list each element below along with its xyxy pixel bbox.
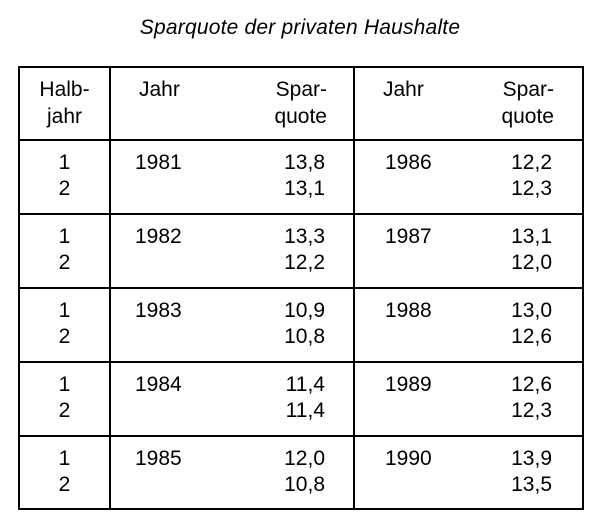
halbjahr-2: 2 [58,325,71,348]
sparquote-b-2: 13,5 [511,473,552,496]
sparquote-a-cell: 13,8 13,1 [220,140,354,214]
header-sparquote-a: Spar- quote [220,68,354,140]
header-row: Halb- jahr Jahr Spar- quote Jahr Spar- q… [20,68,584,140]
sparquote-b-cell: 12,6 12,3 [464,362,584,436]
header-halbjahr: Halb- jahr [20,68,110,140]
header-halbjahr-line1: Halb- [39,78,90,101]
halbjahr-2: 2 [58,251,71,274]
sparquote-a-cell: 10,9 10,8 [220,288,354,362]
halbjahr-1: 1 [58,151,71,174]
sparquote-table: Halb- jahr Jahr Spar- quote Jahr Spar- q… [18,66,584,510]
sparquote-a-cell: 13,3 12,2 [220,214,354,288]
year-b-cell: 1987 [353,214,464,288]
sparquote-b-cell: 13,0 12,6 [464,288,584,362]
header-sparquote-b-line1: Spar- [502,78,554,101]
table-title: Sparquote der privaten Haushalte [139,16,461,39]
sparquote-a-1: 10,9 [284,299,325,322]
year-b-cell: 1990 [353,436,464,510]
sparquote-a-cell: 12,0 10,8 [220,436,354,510]
header-halbjahr-line2: jahr [46,105,83,128]
year-a-cell: 1981 [109,140,220,214]
header-sparquote-a-line2: quote [274,105,327,128]
sparquote-b-2: 12,3 [511,177,552,200]
sparquote-b-cell: 12,2 12,3 [464,140,584,214]
sparquote-b-1: 12,2 [511,151,552,174]
sparquote-a-2: 13,1 [284,177,325,200]
year-a-cell: 1983 [109,288,220,362]
year-a-cell: 1985 [109,436,220,510]
sparquote-b-1: 12,6 [511,373,552,396]
sparquote-a-1: 13,3 [284,225,325,248]
halbjahr-1: 1 [58,373,71,396]
header-jahr-a: Jahr [109,68,220,140]
halbjahr-1: 1 [58,447,71,470]
sparquote-b-cell: 13,1 12,0 [464,214,584,288]
sparquote-a-1: 12,0 [284,447,325,470]
sparquote-b-2: 12,3 [511,399,552,422]
halbjahr-1: 1 [58,299,71,322]
year-b-cell: 1988 [353,288,464,362]
sparquote-a-2: 10,8 [284,325,325,348]
header-jahr-b: Jahr [353,68,464,140]
sparquote-a-2: 10,8 [284,473,325,496]
header-sparquote-b: Spar- quote [464,68,584,140]
halbjahr-2: 2 [58,399,71,422]
sparquote-b-1: 13,0 [511,299,552,322]
sparquote-a-1: 13,8 [284,151,325,174]
header-jahr-b-label: Jahr [383,78,424,101]
sparquote-b-2: 12,0 [511,251,552,274]
sparquote-a-cell: 11,4 11,4 [220,362,354,436]
halbjahr-2: 2 [58,473,71,496]
header-jahr-a-label: Jahr [139,78,180,101]
sparquote-a-1: 11,4 [285,373,325,396]
year-b-cell: 1986 [353,140,464,214]
year-a-cell: 1984 [109,362,220,436]
sparquote-a-2: 11,4 [285,399,325,422]
sparquote-b-cell: 13,9 13,5 [464,436,584,510]
sparquote-a-2: 12,2 [284,251,325,274]
header-sparquote-a-line1: Spar- [275,78,327,101]
halbjahr-2: 2 [58,177,71,200]
header-sparquote-b-line2: quote [501,105,554,128]
halbjahr-1: 1 [58,225,71,248]
sparquote-b-1: 13,9 [511,447,552,470]
year-b-cell: 1989 [353,362,464,436]
sparquote-b-1: 13,1 [511,225,552,248]
sparquote-b-2: 12,6 [511,325,552,348]
year-a-cell: 1982 [109,214,220,288]
